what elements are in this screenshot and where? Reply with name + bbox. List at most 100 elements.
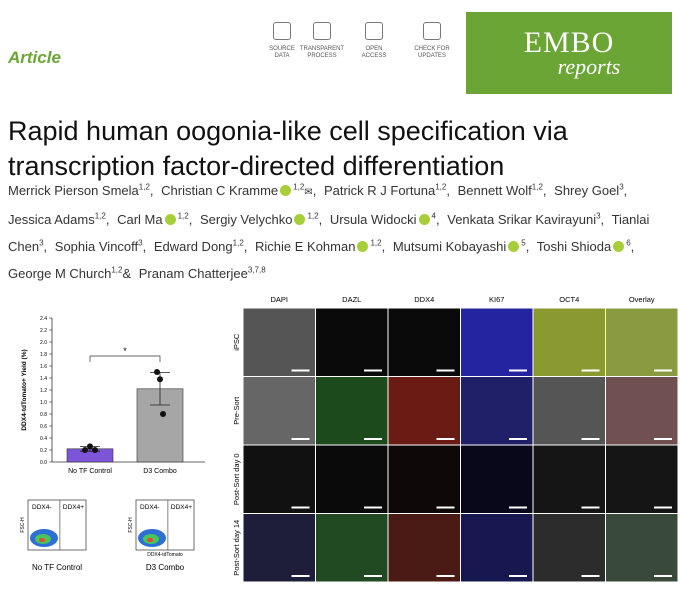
author-name: Ursula Widocki xyxy=(329,212,417,228)
badge-icon xyxy=(273,22,291,40)
micrograph xyxy=(316,377,388,445)
column-label: DDX4 xyxy=(414,295,434,304)
author-list: Merrick Pierson Smela1,2, Christian C Kr… xyxy=(8,176,672,285)
row-label: Pre-Sort xyxy=(232,396,241,425)
data-point xyxy=(87,443,93,450)
scale-bar xyxy=(291,575,310,577)
scale-bar xyxy=(654,369,672,372)
figure: 0.0 0.2 0.4 0.6 0.8 1.0 1.2 1.4 1.6 1.8 2.0 2.2 2.4 D… xyxy=(20,295,678,582)
badge-text: OPEN xyxy=(365,46,383,52)
badge-text: DATA xyxy=(274,53,290,59)
scale-bar xyxy=(364,438,382,440)
author-name: Edward Dong xyxy=(153,238,233,254)
paper-title: Rapid human oogonia-like cell specificat… xyxy=(8,116,568,181)
row-label: iPSC xyxy=(232,333,241,351)
author: Ursula Widocki 4, xyxy=(330,212,440,227)
affiliation: 3,7,8 xyxy=(247,265,266,275)
y-tick-label: 1.8 xyxy=(40,352,47,358)
y-tick-label: 0.2 xyxy=(40,448,47,454)
scale-bar xyxy=(364,506,382,509)
badge-text: SOURCE xyxy=(269,46,295,52)
y-tick-label: 0.8 xyxy=(40,412,47,418)
separator: , xyxy=(525,238,530,254)
affiliation: 5 xyxy=(521,238,526,248)
author: Richie E Kohman 1,2, xyxy=(255,239,385,254)
badge: OPEN ACCESS xyxy=(348,22,400,60)
journal-logo: EMBO reports xyxy=(466,12,672,94)
scale-bar xyxy=(654,575,672,577)
micrograph xyxy=(388,514,460,582)
author-name: Venkata Srikar Kavirayuni xyxy=(447,212,597,228)
scale-bar xyxy=(436,506,455,509)
gate-label: DDX4+ xyxy=(63,504,84,511)
author: Toshi Shioda 6, xyxy=(537,239,635,254)
scale-bar xyxy=(509,506,527,509)
author-name: Jessica Adams xyxy=(8,212,95,228)
badge-text: TRANSPARENT xyxy=(299,46,345,52)
scale-bar xyxy=(291,369,310,372)
flow-caption: D3 Combo xyxy=(146,563,185,572)
author-name: Tianlai Chen xyxy=(8,212,650,254)
author: Tianlai Chen3, xyxy=(8,212,649,254)
separator: , xyxy=(435,212,440,228)
column-label: OCT4 xyxy=(559,295,579,304)
data-point xyxy=(92,447,98,453)
affiliation: 6 xyxy=(626,238,631,248)
x-tick-label: No TF Control xyxy=(68,468,112,475)
scale-bar xyxy=(509,369,527,372)
separator: & xyxy=(122,265,132,281)
data-point xyxy=(154,369,160,375)
micrograph xyxy=(461,445,533,513)
separator: , xyxy=(542,183,547,199)
badge-text: ACCESS xyxy=(361,53,387,59)
significance-bracket xyxy=(89,355,161,362)
micrograph xyxy=(461,514,533,582)
gate-label: DDX4- xyxy=(32,504,52,511)
author: Merrick Pierson Smela1,2, xyxy=(8,183,154,198)
separator: , xyxy=(318,212,323,228)
author: Patrick R J Fortuna1,2, xyxy=(324,183,450,198)
author: Carl Ma 1,2, xyxy=(117,212,192,227)
article-label: Article xyxy=(8,48,61,67)
author-name: Sophia Vincoff xyxy=(54,238,139,254)
author-name: Shrey Goel xyxy=(554,183,620,199)
separator: , xyxy=(381,238,386,254)
badge: TRANSPARENT PROCESS xyxy=(296,22,348,60)
micrograph xyxy=(533,377,605,445)
y-axis-label: DDX4-tdTomato+ Yield (%) xyxy=(21,349,28,430)
separator: , xyxy=(105,212,110,228)
author: Venkata Srikar Kavirayuni3, xyxy=(447,212,604,227)
micrograph xyxy=(388,308,460,376)
author: Pranam Chatterjee3,7,8 xyxy=(139,265,266,280)
author: Shrey Goel3, xyxy=(554,183,627,198)
micrograph xyxy=(606,514,678,582)
author: Sergiy Velychko 1,2, xyxy=(200,212,322,227)
author-name: Patrick R J Fortuna xyxy=(323,183,436,199)
author: Mutsumi Kobayashi 5, xyxy=(393,239,530,254)
author-name: Merrick Pierson Smela xyxy=(8,183,139,199)
micrograph xyxy=(461,377,533,445)
affiliation: 1,2 xyxy=(370,238,382,248)
scale-bar xyxy=(581,369,600,372)
scale-bar xyxy=(581,575,600,577)
micrograph xyxy=(243,308,315,376)
flow-y-label: FSC-H xyxy=(20,517,26,533)
affiliation: 4 xyxy=(431,211,436,221)
row-label: Post-Sort day 0 xyxy=(232,453,241,505)
row-label: Post-Sort day 14 xyxy=(232,520,241,576)
affiliation: 1,2 xyxy=(94,211,106,221)
scale-bar xyxy=(364,369,382,372)
author-name: George M Church xyxy=(8,265,112,281)
separator: , xyxy=(243,238,248,254)
affiliation: 3 xyxy=(39,238,44,248)
badge-text: CHECK FOR xyxy=(414,46,450,52)
separator: , xyxy=(149,183,154,199)
author-name: Carl Ma xyxy=(117,212,163,228)
data-point xyxy=(157,376,163,383)
author-name: Richie E Kohman xyxy=(255,238,356,254)
micrograph xyxy=(316,445,388,513)
column-label: Overlay xyxy=(629,295,655,304)
affiliation: 1,2 xyxy=(111,265,123,275)
data-point xyxy=(160,411,166,417)
orcid-icon xyxy=(294,214,306,226)
